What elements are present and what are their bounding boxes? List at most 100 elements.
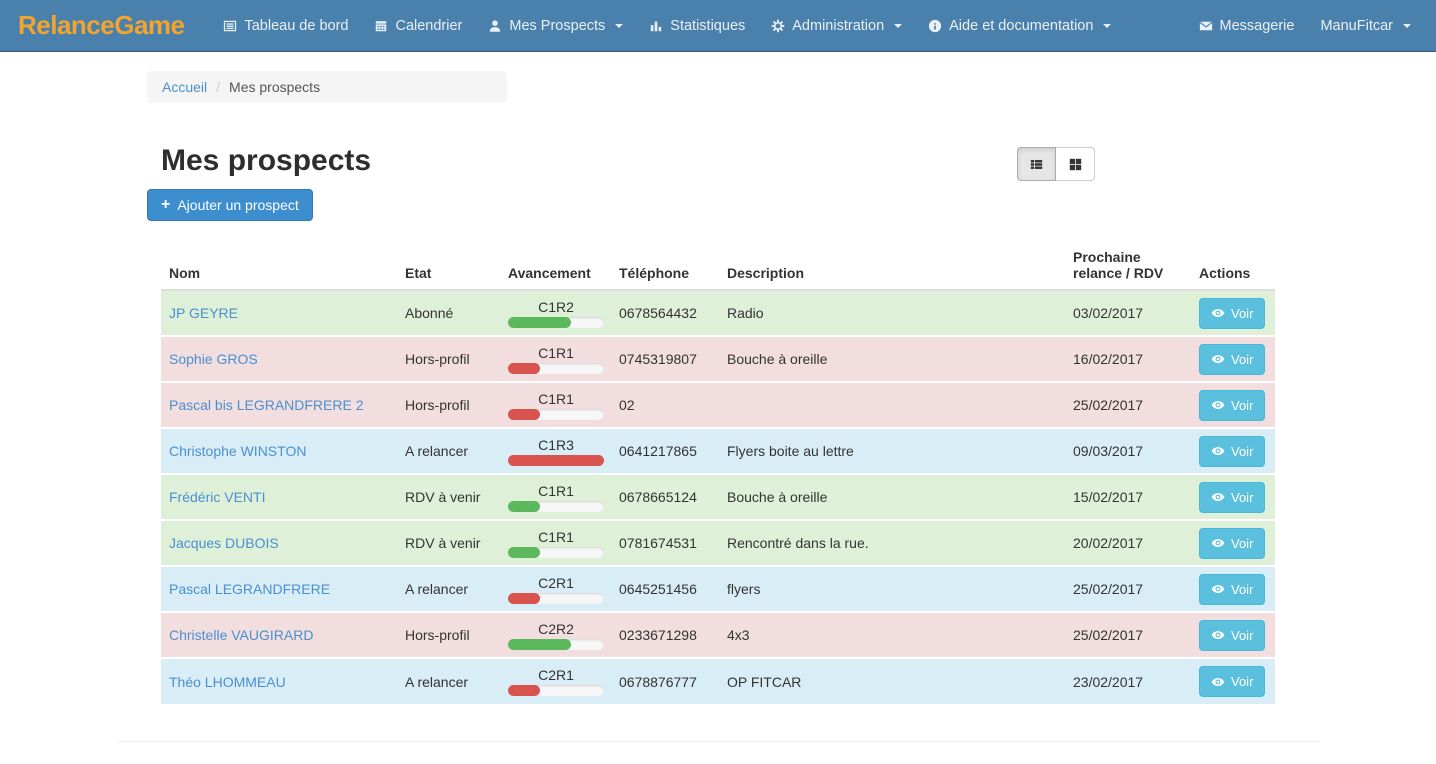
voir-button[interactable]: Voir bbox=[1199, 343, 1266, 375]
list-view-button[interactable] bbox=[1017, 147, 1056, 181]
prospect-name-link[interactable]: Frédéric VENTI bbox=[169, 489, 266, 505]
prospect-row: Théo LHOMMEAU A relancer C2R1 0678876777… bbox=[161, 658, 1275, 704]
etat-cell: A relancer bbox=[397, 566, 500, 612]
progress-bar-fill bbox=[508, 362, 540, 374]
voir-label: Voir bbox=[1231, 627, 1254, 643]
relance-date-cell: 09/03/2017 bbox=[1065, 428, 1191, 474]
eye-icon bbox=[1211, 582, 1225, 596]
progress-bar-fill bbox=[508, 592, 540, 604]
user-icon bbox=[488, 19, 502, 33]
voir-button[interactable]: Voir bbox=[1199, 619, 1266, 651]
nav-item-manufitcar[interactable]: ManuFitcar bbox=[1307, 0, 1424, 52]
nav-item-label: Aide et documentation bbox=[949, 17, 1094, 34]
nav-item-administration[interactable]: Administration bbox=[758, 0, 915, 52]
caret-down-icon bbox=[894, 23, 903, 28]
avancement-label: C2R1 bbox=[538, 574, 574, 591]
prospect-row: Pascal bis LEGRANDFRERE 2 Hors-profil C1… bbox=[161, 382, 1275, 428]
etat-cell: A relancer bbox=[397, 428, 500, 474]
prospect-row: Frédéric VENTI RDV à venir C1R1 06786651… bbox=[161, 474, 1275, 520]
voir-button[interactable]: Voir bbox=[1199, 297, 1266, 329]
relance-date-cell: 16/02/2017 bbox=[1065, 336, 1191, 382]
voir-label: Voir bbox=[1231, 397, 1254, 413]
list-alt-icon bbox=[223, 19, 237, 33]
avancement-label: C2R1 bbox=[538, 667, 574, 683]
etat-cell: RDV à venir bbox=[397, 520, 500, 566]
progress-bar-track bbox=[508, 362, 604, 374]
relance-date-cell: 25/02/2017 bbox=[1065, 566, 1191, 612]
progress-bar-fill bbox=[508, 638, 572, 650]
avancement-label: C1R1 bbox=[538, 344, 574, 361]
eye-icon bbox=[1211, 628, 1225, 642]
prospect-name-link[interactable]: Sophie GROS bbox=[169, 351, 258, 367]
column-header-nom: Nom bbox=[161, 241, 397, 291]
grid-view-button[interactable] bbox=[1056, 147, 1095, 181]
add-prospect-label: Ajouter un prospect bbox=[177, 197, 299, 213]
eye-icon bbox=[1211, 444, 1225, 458]
voir-label: Voir bbox=[1231, 674, 1254, 689]
progress-bar-fill bbox=[508, 316, 572, 328]
voir-button[interactable]: Voir bbox=[1199, 389, 1266, 421]
avancement-progress: C1R1 bbox=[508, 483, 604, 512]
add-prospect-button[interactable]: + Ajouter un prospect bbox=[147, 189, 313, 221]
avancement-label: C2R2 bbox=[538, 620, 574, 637]
column-header-telephone: Téléphone bbox=[611, 241, 719, 291]
column-header-description: Description bbox=[719, 241, 1065, 291]
eye-icon bbox=[1211, 352, 1225, 366]
relance-date-cell: 25/02/2017 bbox=[1065, 382, 1191, 428]
prospect-name-link[interactable]: Jacques DUBOIS bbox=[169, 535, 279, 551]
nav-item-label: Mes Prospects bbox=[509, 17, 606, 34]
progress-bar-track bbox=[508, 685, 604, 696]
description-cell: Bouche à oreille bbox=[719, 474, 1065, 520]
avancement-progress: C1R2 bbox=[508, 299, 604, 328]
prospect-name-link[interactable]: Christophe WINSTON bbox=[169, 443, 307, 459]
nav-item-messagerie[interactable]: Messagerie bbox=[1186, 0, 1308, 52]
voir-button[interactable]: Voir bbox=[1199, 573, 1266, 605]
prospect-name-link[interactable]: JP GEYRE bbox=[169, 305, 238, 321]
progress-bar-fill bbox=[508, 500, 540, 512]
avancement-label: C1R1 bbox=[538, 390, 574, 407]
table-header-row: Nom Etat Avancement Téléphone Description Pro… bbox=[161, 241, 1275, 291]
column-header-actions: Actions bbox=[1191, 241, 1275, 291]
progress-bar-fill bbox=[508, 685, 540, 696]
brand-logo[interactable]: RelanceGame bbox=[18, 10, 185, 40]
relance-date-cell: 23/02/2017 bbox=[1065, 658, 1191, 704]
voir-button[interactable]: Voir bbox=[1199, 435, 1266, 467]
th-list-icon bbox=[1030, 158, 1043, 171]
relance-date-cell: 15/02/2017 bbox=[1065, 474, 1191, 520]
etat-cell: Hors-profil bbox=[397, 382, 500, 428]
nav-item-mes-prospects[interactable]: Mes Prospects bbox=[475, 0, 636, 52]
prospect-name-link[interactable]: Théo LHOMMEAU bbox=[169, 673, 286, 690]
voir-button[interactable]: Voir bbox=[1199, 527, 1266, 559]
nav-item-aide-et-documentation[interactable]: Aide et documentation bbox=[915, 0, 1124, 52]
progress-bar-track bbox=[508, 408, 604, 420]
nav-item-statistiques[interactable]: Statistiques bbox=[636, 0, 758, 52]
voir-label: Voir bbox=[1231, 305, 1254, 321]
telephone-cell: 0641217865 bbox=[611, 428, 719, 474]
nav-item-calendrier[interactable]: Calendrier bbox=[361, 0, 475, 52]
telephone-cell: 0645251456 bbox=[611, 566, 719, 612]
description-cell: flyers bbox=[719, 566, 1065, 612]
nav-item-label: Messagerie bbox=[1219, 17, 1295, 34]
description-cell: Radio bbox=[719, 290, 1065, 336]
breadcrumb-current: Mes prospects bbox=[229, 79, 321, 95]
voir-label: Voir bbox=[1231, 443, 1254, 459]
etat-cell: Hors-profil bbox=[397, 612, 500, 658]
telephone-cell: 02 bbox=[611, 382, 719, 428]
relance-date-cell: 25/02/2017 bbox=[1065, 612, 1191, 658]
prospect-row: JP GEYRE Abonné C1R2 0678564432 Radio 03… bbox=[161, 290, 1275, 336]
etat-cell: A relancer bbox=[397, 658, 500, 704]
prospect-name-link[interactable]: Christelle VAUGIRARD bbox=[169, 627, 314, 643]
prospect-name-link[interactable]: Pascal LEGRANDFRERE bbox=[169, 581, 331, 597]
navbar: RelanceGame Tableau de bord Calendrier Mes… bbox=[0, 0, 1436, 52]
etat-cell: Abonné bbox=[397, 290, 500, 336]
prospect-row: Christophe WINSTON A relancer C1R3 06412… bbox=[161, 428, 1275, 474]
telephone-cell: 0678665124 bbox=[611, 474, 719, 520]
prospect-name-link[interactable]: Pascal bis LEGRANDFRERE 2 bbox=[169, 397, 364, 413]
description-cell: Rencontré dans la rue. bbox=[719, 520, 1065, 566]
voir-button[interactable]: Voir bbox=[1199, 481, 1266, 513]
breadcrumb-home-link[interactable]: Accueil bbox=[162, 79, 208, 95]
page-title: Mes prospects bbox=[161, 144, 372, 177]
voir-button[interactable]: Voir bbox=[1199, 666, 1266, 697]
voir-label: Voir bbox=[1231, 581, 1254, 597]
nav-item-tableau-de-bord[interactable]: Tableau de bord bbox=[210, 0, 361, 52]
